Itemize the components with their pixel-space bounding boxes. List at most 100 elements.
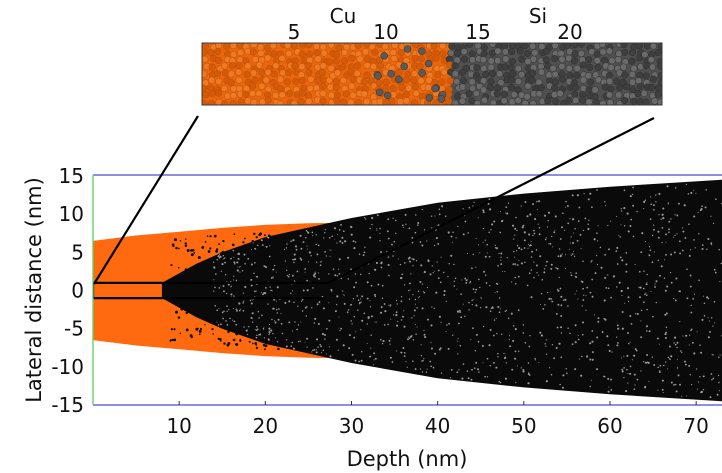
inset-atom — [607, 64, 615, 72]
scatter-speckle-dot — [530, 241, 532, 243]
scatter-speckle-dot — [397, 258, 399, 260]
scatter-speckle-dot — [509, 345, 512, 348]
scatter-speckle-dot — [235, 279, 238, 282]
scatter-speckle-dot — [269, 245, 271, 247]
scatter-speckle-dot — [346, 311, 349, 314]
scatter-speckle-dot — [545, 353, 548, 355]
scatter-mixing-dot — [271, 294, 274, 298]
scatter-speckle-dot — [555, 346, 558, 350]
scatter-speckle-dot — [625, 270, 628, 273]
scatter-speckle-dot — [221, 263, 224, 266]
scatter-speckle-dot — [350, 268, 352, 271]
scatter-speckle-dot — [387, 237, 390, 240]
scatter-speckle-dot — [485, 282, 488, 284]
scatter-mixing-dot — [315, 340, 319, 344]
scatter-speckle-dot — [462, 303, 464, 305]
scatter-speckle-dot — [498, 297, 501, 299]
scatter-mixing-dot — [241, 299, 244, 302]
scatter-mixing-dot — [249, 267, 252, 269]
scatter-speckle-dot — [692, 298, 695, 300]
scatter-mixing-dot — [184, 268, 188, 271]
scatter-speckle-dot — [272, 276, 274, 278]
scatter-speckle-dot — [354, 359, 357, 362]
inset-atom — [349, 91, 357, 99]
scatter-speckle-dot — [456, 371, 459, 374]
scatter-speckle-dot — [353, 286, 356, 289]
scatter-speckle-dot — [667, 356, 670, 359]
scatter-speckle-dot — [679, 290, 681, 293]
scatter-speckle-dot — [653, 364, 656, 366]
scatter-mixing-dot — [223, 258, 226, 261]
scatter-mixing-dot — [184, 275, 187, 278]
scatter-speckle-dot — [393, 240, 396, 243]
scatter-speckle-dot — [544, 304, 546, 306]
scatter-speckle-dot — [565, 200, 567, 203]
inset-atom — [648, 84, 656, 92]
scatter-speckle-dot — [604, 276, 607, 279]
scatter-mixing-dot — [314, 253, 317, 256]
scatter-mixing-dot — [171, 243, 175, 247]
scatter-speckle-dot — [374, 321, 376, 323]
inset-atom — [501, 48, 510, 56]
scatter-mixing-dot — [209, 247, 212, 250]
inset-atom — [412, 83, 420, 91]
scatter-speckle-dot — [574, 324, 577, 327]
inset-atom — [214, 56, 223, 65]
inset-atom — [591, 86, 599, 94]
scatter-speckle-dot — [668, 231, 670, 233]
scatter-speckle-dot — [471, 267, 473, 270]
scatter-mixing-dot — [234, 313, 237, 316]
inset-atom — [524, 82, 532, 90]
scatter-mixing-dot — [264, 327, 267, 330]
scatter-speckle-dot — [395, 311, 398, 314]
inset-atom — [412, 43, 420, 49]
scatter-speckle-dot — [561, 212, 564, 214]
scatter-speckle-dot — [686, 297, 689, 300]
scatter-speckle-dot — [482, 209, 485, 212]
scatter-speckle-dot — [483, 270, 486, 273]
scatter-speckle-dot — [342, 344, 345, 347]
scatter-speckle-dot — [408, 337, 411, 340]
scatter-speckle-dot — [305, 315, 307, 317]
scatter-speckle-dot — [440, 321, 442, 323]
scatter-speckle-dot — [411, 258, 413, 260]
scatter-speckle-dot — [697, 211, 699, 214]
scatter-mixing-dot — [190, 278, 193, 281]
scatter-speckle-dot — [621, 295, 623, 297]
scatter-speckle-dot — [262, 293, 264, 296]
scatter-speckle-dot — [285, 339, 288, 341]
scatter-speckle-dot — [661, 227, 664, 229]
scatter-speckle-dot — [703, 302, 706, 305]
scatter-speckle-dot — [657, 259, 660, 262]
scatter-speckle-dot — [399, 263, 402, 266]
inset-label-si: Si — [529, 4, 547, 28]
scatter-speckle-dot — [623, 302, 626, 304]
scatter-speckle-dot — [471, 299, 473, 302]
scatter-speckle-dot — [251, 312, 254, 315]
inset-atom — [657, 72, 662, 80]
scatter-speckle-dot — [474, 367, 476, 369]
inset-atom — [319, 97, 327, 105]
scatter-speckle-dot — [677, 374, 680, 377]
scatter-speckle-dot — [264, 292, 267, 295]
scatter-mixing-dot — [280, 292, 283, 296]
scatter-speckle-dot — [317, 346, 319, 348]
scatter-speckle-dot — [686, 268, 688, 271]
scatter-mixing-dot — [222, 239, 225, 243]
scatter-speckle-dot — [222, 317, 224, 320]
scatter-speckle-dot — [214, 305, 217, 307]
scatter-speckle-dot — [388, 304, 390, 306]
scatter-mixing-dot — [338, 255, 341, 258]
scatter-speckle-dot — [291, 341, 294, 344]
scatter-speckle-dot — [690, 304, 692, 307]
inset-atom — [552, 97, 560, 105]
scatter-mixing-dot — [247, 270, 251, 274]
scatter-speckle-dot — [719, 354, 721, 356]
scatter-speckle-dot — [300, 258, 303, 261]
scatter-speckle-dot — [263, 265, 266, 268]
scatter-speckle-dot — [356, 295, 359, 297]
scatter-speckle-dot — [358, 253, 361, 255]
inset-atom — [412, 89, 420, 97]
scatter-speckle-dot — [427, 318, 429, 321]
scatter-speckle-dot — [688, 344, 690, 346]
